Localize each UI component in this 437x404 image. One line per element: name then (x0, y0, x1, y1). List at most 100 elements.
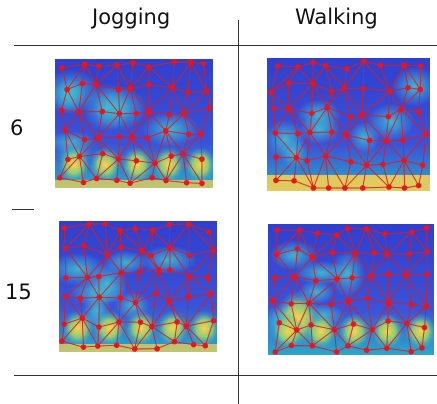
graph-edge (388, 274, 407, 304)
graph-edge (352, 275, 372, 279)
graph-edges (59, 61, 210, 184)
graph-edge (96, 178, 117, 181)
graph-node (272, 349, 279, 355)
graph-edge (333, 301, 349, 330)
graph-edge (183, 92, 189, 114)
middle-rule-left (12, 209, 34, 210)
heatmap-blob (269, 240, 318, 271)
graph-edge (366, 297, 389, 304)
graph-node (171, 59, 178, 65)
graph-node (152, 160, 158, 166)
graph-node (329, 249, 336, 256)
heatmap-hotspot (338, 313, 371, 350)
graph-node (102, 221, 109, 227)
graph-edge (208, 231, 215, 251)
graph-edge (129, 88, 149, 112)
graph-node (63, 274, 69, 281)
graph-edge (131, 137, 137, 161)
graph-edge (274, 108, 290, 134)
graph-edge (347, 301, 373, 330)
graph-edge (187, 61, 192, 93)
graph-edge (65, 277, 88, 297)
graph-edge (185, 294, 212, 327)
graph-edge (78, 111, 99, 139)
graph-node (114, 62, 120, 68)
graph-edge (66, 63, 86, 90)
graph-node (421, 324, 428, 331)
graph-edge (288, 108, 312, 114)
graph-edge (347, 323, 354, 346)
graph-node (95, 135, 101, 141)
graph-edge (346, 228, 356, 254)
graph-edge (139, 250, 144, 273)
graph-edge (312, 251, 333, 258)
graph-edge (66, 89, 80, 113)
graph-edge (382, 159, 405, 165)
graph-edge (406, 323, 423, 349)
graph-edge (120, 272, 122, 298)
graph-edge (311, 83, 314, 114)
graph-edge (98, 254, 108, 277)
graph-edge (366, 275, 372, 299)
graph-edge (371, 329, 388, 349)
graph-node (117, 227, 123, 234)
graph-node (386, 184, 392, 190)
graph-edge (97, 136, 120, 139)
graph-edge (64, 130, 80, 157)
graph-edge (118, 297, 121, 322)
graph-edge (152, 229, 171, 249)
graph-edge (106, 230, 121, 256)
graph-edge (95, 84, 103, 112)
graph-edge (78, 139, 85, 157)
graph-edge (154, 155, 172, 164)
graph-edge (343, 68, 348, 89)
graph-edge (183, 153, 203, 160)
graph-edge (98, 272, 122, 298)
graph-node (64, 86, 70, 93)
graph-edge (174, 341, 194, 346)
graph-node (168, 153, 175, 159)
graph-edge (273, 108, 276, 134)
graph-node (62, 245, 69, 252)
graph-edge (119, 229, 144, 252)
graph-edge (129, 66, 150, 89)
graph-edge (80, 296, 100, 299)
graph-edge (386, 254, 407, 275)
graph-node (387, 88, 393, 95)
top-rule (14, 45, 437, 46)
graph-node (130, 60, 136, 66)
col-header-jogging: Jogging (92, 5, 171, 29)
graph-edge (183, 107, 210, 115)
graph-node (368, 273, 374, 279)
graph-node (322, 62, 329, 69)
graph-edge (154, 162, 167, 181)
graph-node (424, 248, 431, 255)
graph-node (93, 175, 100, 182)
graph-edges (272, 227, 428, 353)
graph-edge (422, 134, 427, 166)
graph-edge (404, 64, 422, 67)
graph-edge (116, 65, 120, 90)
graph-node (273, 154, 279, 160)
graph-edge (299, 229, 313, 258)
graph-node (377, 62, 384, 69)
graph-edge (136, 160, 156, 164)
graph-edge (63, 227, 66, 249)
graph-edge (169, 269, 190, 278)
graph-node (127, 180, 133, 186)
graph-node (80, 243, 87, 249)
graph-node (308, 322, 314, 328)
graph-edge (104, 223, 108, 256)
graph-edge (331, 234, 338, 253)
graph-node (81, 136, 88, 143)
graph-edge (98, 321, 120, 328)
graph-edge (308, 278, 338, 304)
graph-edge (354, 228, 367, 254)
graph-edge (61, 340, 84, 348)
graph-edge (165, 156, 172, 181)
row-label-6: 6 (10, 116, 24, 140)
graph-node (84, 274, 91, 281)
graph-edge (402, 140, 405, 161)
graph-edge (274, 133, 277, 158)
graph-edge (63, 296, 66, 325)
